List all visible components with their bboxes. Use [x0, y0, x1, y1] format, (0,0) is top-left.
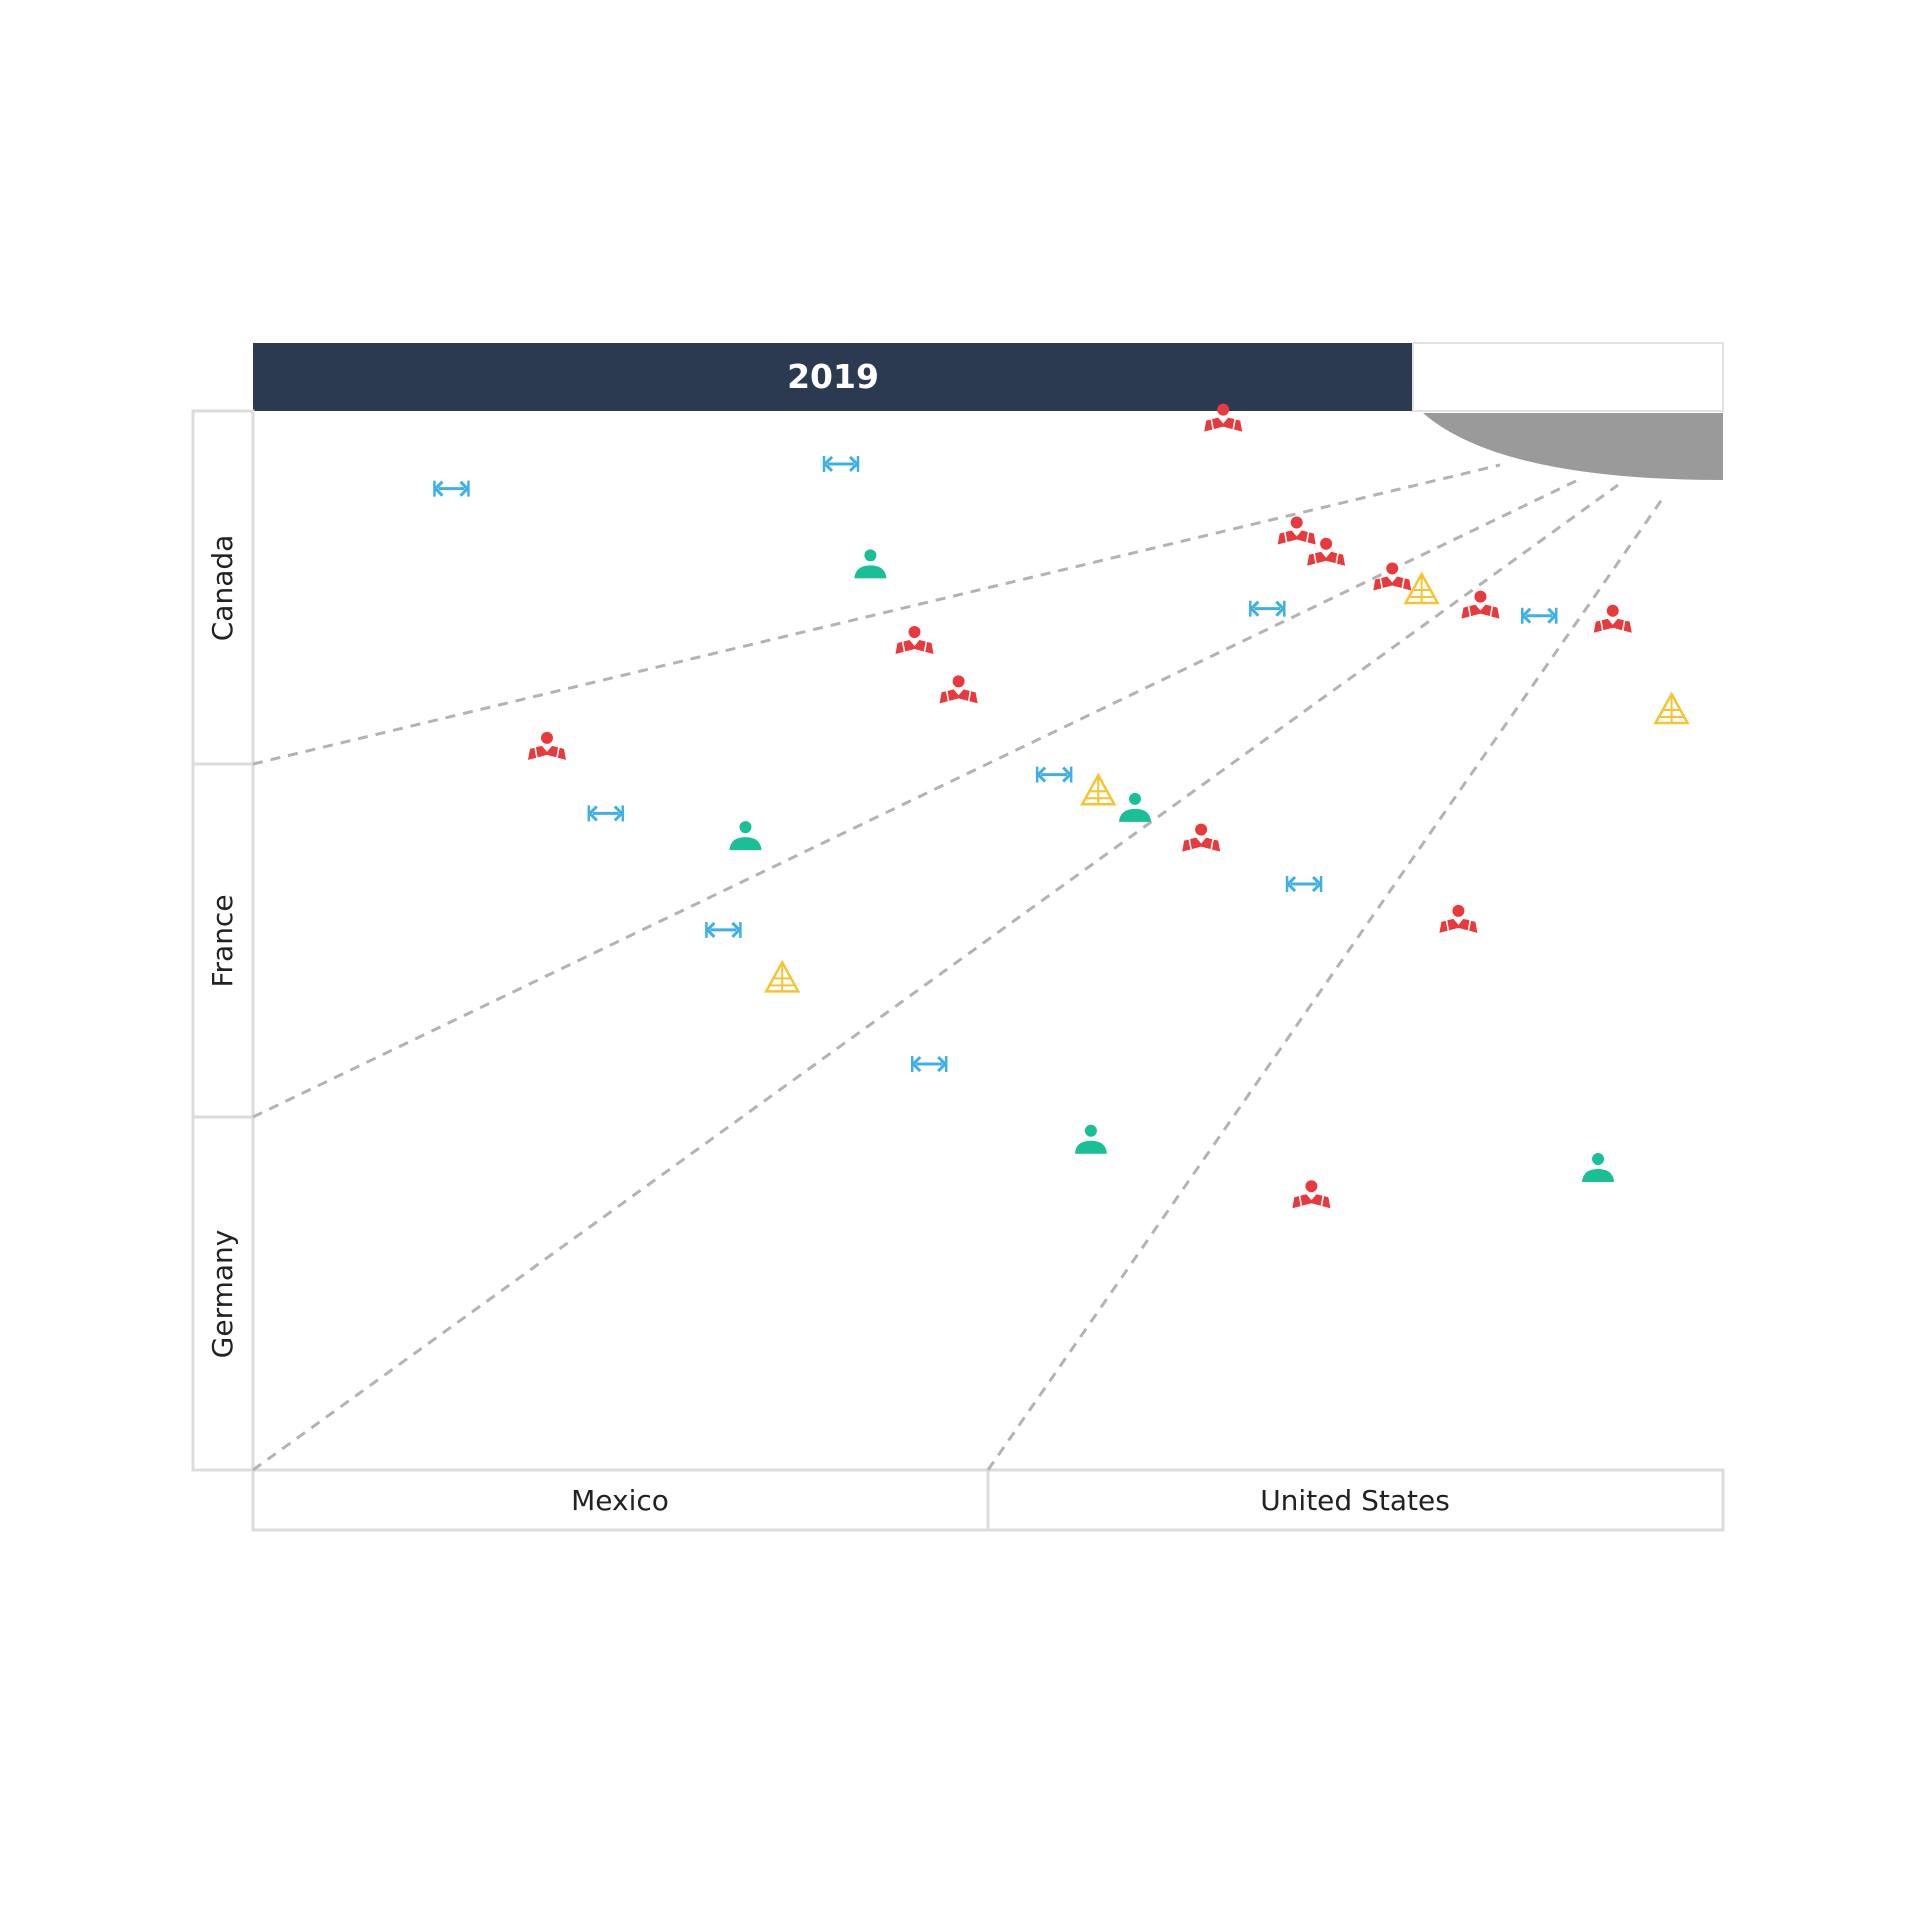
red-person-book-icon — [1292, 1180, 1331, 1209]
blue-arrows-icon — [822, 455, 860, 473]
red-person-book-icon — [1461, 590, 1500, 619]
guide-lines — [252, 463, 1667, 1472]
row-headers: Canada France Germany — [191, 409, 255, 1472]
guide-line — [252, 478, 1579, 1119]
blue-arrows-icon — [910, 1055, 948, 1073]
blue-arrows-icon — [587, 805, 625, 822]
blue-arrows-icon — [1285, 875, 1323, 893]
yellow-pyramid-icon — [1653, 691, 1690, 725]
yellow-pyramid-icon — [764, 959, 801, 993]
row-header-box — [191, 409, 255, 766]
red-person-book-icon — [895, 625, 934, 654]
red-person-book-icon — [1307, 537, 1346, 566]
yellow-pyramid-icon — [1080, 772, 1117, 806]
title-band — [253, 343, 1413, 411]
red-person-book-icon — [1593, 604, 1632, 633]
column-header-box — [986, 1468, 1725, 1532]
chart-title: 2019 — [787, 357, 879, 396]
row-label-france: France — [206, 894, 239, 987]
yellow-pyramid-icon — [1403, 571, 1440, 605]
column-headers: Mexico United States — [251, 1468, 1725, 1532]
green-person-icon — [729, 821, 762, 851]
red-person-book-icon — [1204, 403, 1243, 432]
title-band-extension — [1412, 342, 1724, 412]
blue-arrows-icon — [1035, 766, 1073, 783]
row-header-box — [191, 1115, 255, 1472]
blue-arrows-icon — [1521, 607, 1558, 624]
red-person-book-icon — [1373, 562, 1412, 591]
blue-arrows-icon — [1249, 600, 1286, 617]
green-person-icon — [1582, 1152, 1615, 1182]
guide-line — [986, 494, 1667, 1471]
red-person-book-icon — [528, 731, 566, 760]
green-person-icon — [1119, 792, 1151, 822]
red-person-book-icon — [1277, 516, 1316, 545]
blue-arrows-icon — [433, 480, 470, 497]
guide-line — [252, 463, 1501, 766]
blue-arrows-icon — [705, 921, 742, 938]
column-label-mexico: Mexico — [571, 1484, 669, 1517]
column-label-united-states: United States — [1260, 1484, 1450, 1517]
row-label-germany: Germany — [206, 1230, 239, 1359]
guide-line — [252, 483, 1619, 1472]
quarter-ring-shape — [1423, 413, 1723, 480]
red-person-book-icon — [939, 675, 978, 704]
green-person-icon — [854, 549, 887, 579]
red-person-book-icon — [1439, 904, 1478, 933]
row-label-canada: Canada — [206, 535, 239, 642]
green-person-icon — [1074, 1124, 1107, 1154]
marks-layer — [433, 403, 1690, 1209]
red-person-book-icon — [1182, 823, 1221, 852]
